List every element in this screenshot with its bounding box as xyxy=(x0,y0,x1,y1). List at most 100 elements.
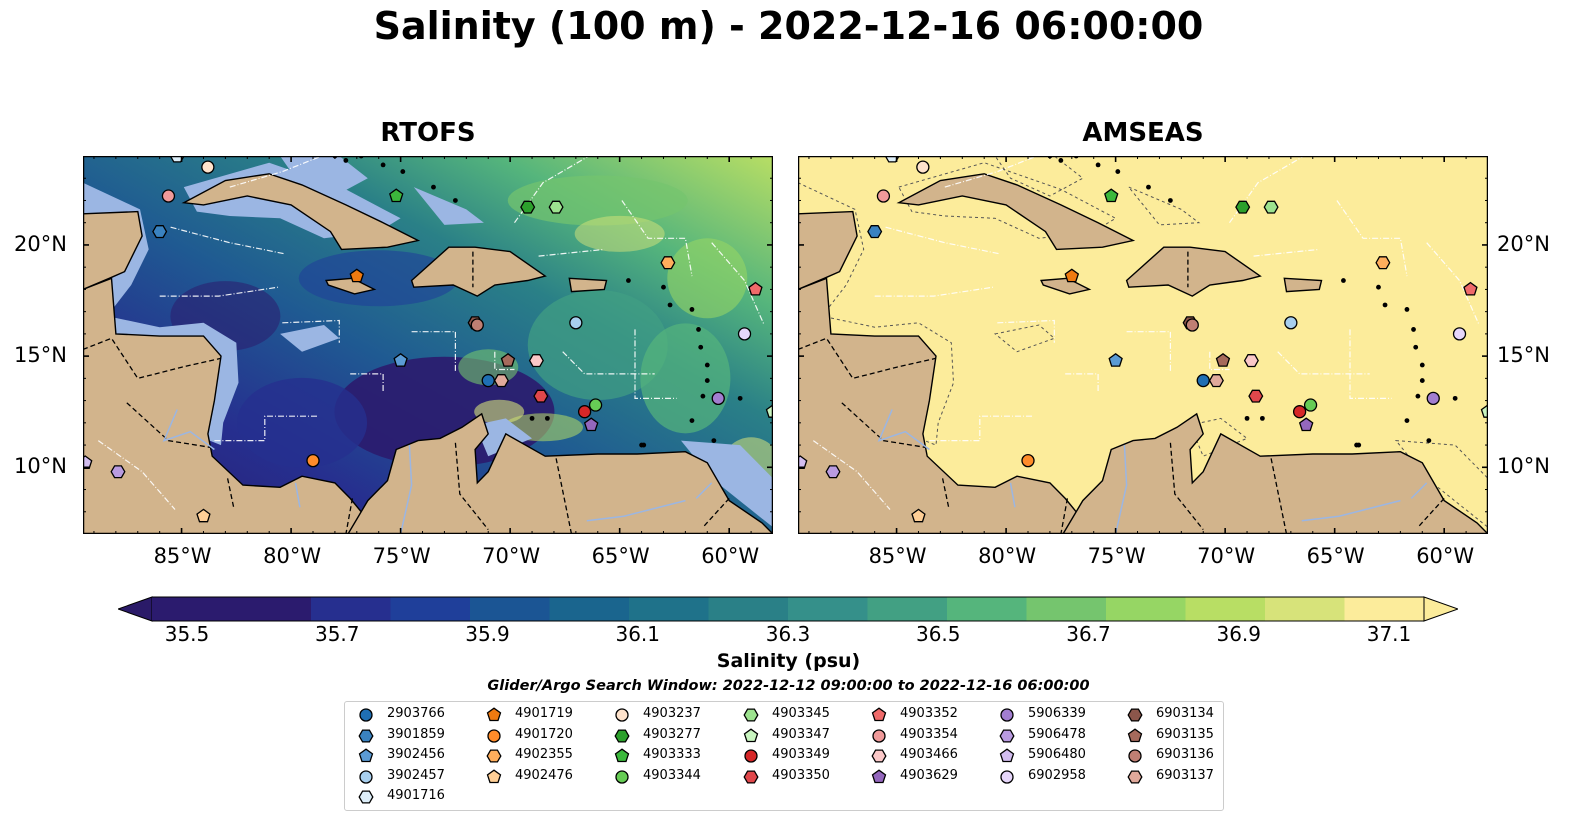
legend-label: 3902457 xyxy=(387,767,445,783)
eez-boundary xyxy=(1349,329,1392,399)
colorbar-bin xyxy=(152,597,233,621)
eez-boundary xyxy=(562,351,655,375)
lon-tick-label: 60°W xyxy=(701,544,760,568)
amseas-salinity-map xyxy=(798,156,1488,534)
float-3901859 xyxy=(152,225,168,239)
colorbar-bin xyxy=(470,597,551,621)
land-puertoRico xyxy=(1283,277,1323,293)
legend-label: 3901859 xyxy=(387,726,445,742)
small-island xyxy=(1419,362,1425,368)
legend-label: 6903137 xyxy=(1156,767,1214,783)
land-puertoRico xyxy=(568,277,608,293)
float-4903237 xyxy=(916,160,930,174)
land-southAmerica xyxy=(347,412,773,534)
float-4903354 xyxy=(161,189,176,203)
search-window-text: Glider/Argo Search Window: 2022-12-12 09… xyxy=(487,678,1090,694)
legend-label: 4903347 xyxy=(772,726,830,742)
colorbar-bin xyxy=(708,597,789,621)
colorbar-bin xyxy=(1026,597,1107,621)
border-line xyxy=(1417,497,1445,528)
float-5906339 xyxy=(1426,391,1440,406)
colorbar-bin xyxy=(1106,597,1187,621)
float-legend: 2903766 3901859 3902456 3902457 4901716 49017… xyxy=(344,701,1224,811)
small-island xyxy=(1095,162,1101,168)
legend-marker-3901859 xyxy=(358,729,374,743)
legend-marker-4901719 xyxy=(486,707,502,722)
eez-boundary xyxy=(1277,351,1370,375)
small-island xyxy=(626,278,631,283)
river xyxy=(1009,482,1016,508)
float-6903136 xyxy=(470,318,484,332)
legend-label: 4902476 xyxy=(515,767,573,783)
legend-marker-6903137 xyxy=(1127,770,1143,784)
float-6903135 xyxy=(500,352,516,367)
legend-marker-4903352 xyxy=(871,707,887,722)
shelf-area xyxy=(413,187,484,225)
legend-marker-6903134 xyxy=(1127,708,1143,722)
legend-marker-4902476 xyxy=(486,769,502,783)
border-line xyxy=(126,402,211,448)
colorbar xyxy=(116,595,1460,623)
legend-marker-2903766 xyxy=(359,708,373,722)
lon-tick-label: 70°W xyxy=(1197,544,1256,568)
lon-tick-label: 60°W xyxy=(1416,544,1475,568)
border-line xyxy=(1060,498,1069,534)
small-island xyxy=(544,415,550,421)
colorbar-tick-label: 36.1 xyxy=(615,622,661,646)
land-jamaica xyxy=(1040,277,1092,295)
border-line xyxy=(941,478,950,510)
float-6903135 xyxy=(1215,352,1231,367)
colorbar-bin xyxy=(947,597,1028,621)
small-island xyxy=(431,184,436,190)
small-island xyxy=(400,169,406,174)
float-3902457 xyxy=(569,316,583,330)
legend-label: 5906339 xyxy=(1028,706,1086,721)
legend-marker-6903136 xyxy=(1128,749,1142,763)
float-4903352 xyxy=(748,281,763,296)
float-4903629 xyxy=(1298,417,1314,432)
river xyxy=(162,409,215,451)
map-frame xyxy=(83,156,773,534)
small-island xyxy=(700,393,706,399)
small-island xyxy=(1244,415,1250,421)
float-3902456 xyxy=(393,352,408,367)
float-4903345 xyxy=(548,200,564,214)
small-island xyxy=(689,418,695,423)
float-2903766 xyxy=(481,373,495,388)
lat-tick-label: 10°N xyxy=(1497,454,1550,479)
shelf-area xyxy=(1189,417,1248,457)
float-4901716 xyxy=(884,156,900,163)
legend-label: 4903344 xyxy=(643,767,701,783)
legend-marker-4903333 xyxy=(614,748,630,763)
small-island xyxy=(1452,395,1458,401)
legend-marker-5906480 xyxy=(999,748,1015,763)
colorbar-bin xyxy=(231,597,312,621)
legend-label: 4903466 xyxy=(900,747,958,763)
border-line xyxy=(841,402,926,448)
lon-tick-label: 70°W xyxy=(482,544,541,568)
float-4903345 xyxy=(1263,200,1279,214)
small-island xyxy=(1426,438,1432,444)
colorbar-bin xyxy=(1265,597,1346,621)
river xyxy=(1301,499,1401,522)
float-4903629 xyxy=(583,417,599,432)
float-4902355 xyxy=(1375,256,1391,270)
float-5906478 xyxy=(110,465,126,479)
legend-label: 6903135 xyxy=(1156,726,1214,742)
small-island xyxy=(737,395,743,401)
legend-marker-5906339 xyxy=(1000,708,1014,722)
legend-label: 5906478 xyxy=(1028,726,1086,742)
float-5906339 xyxy=(711,391,725,406)
legend-label: 4901719 xyxy=(515,706,573,721)
float-4903347 xyxy=(765,404,773,418)
float-4903466 xyxy=(528,354,544,368)
colorbar-tick-label: 35.5 xyxy=(164,622,210,646)
float-4901716 xyxy=(169,156,185,163)
small-island xyxy=(1419,378,1425,383)
float-6903137 xyxy=(1208,374,1224,388)
small-island xyxy=(641,442,647,448)
float-4902476 xyxy=(196,508,211,523)
small-island xyxy=(698,344,704,350)
land-yucatan xyxy=(798,210,858,291)
eez-boundary xyxy=(159,286,279,297)
